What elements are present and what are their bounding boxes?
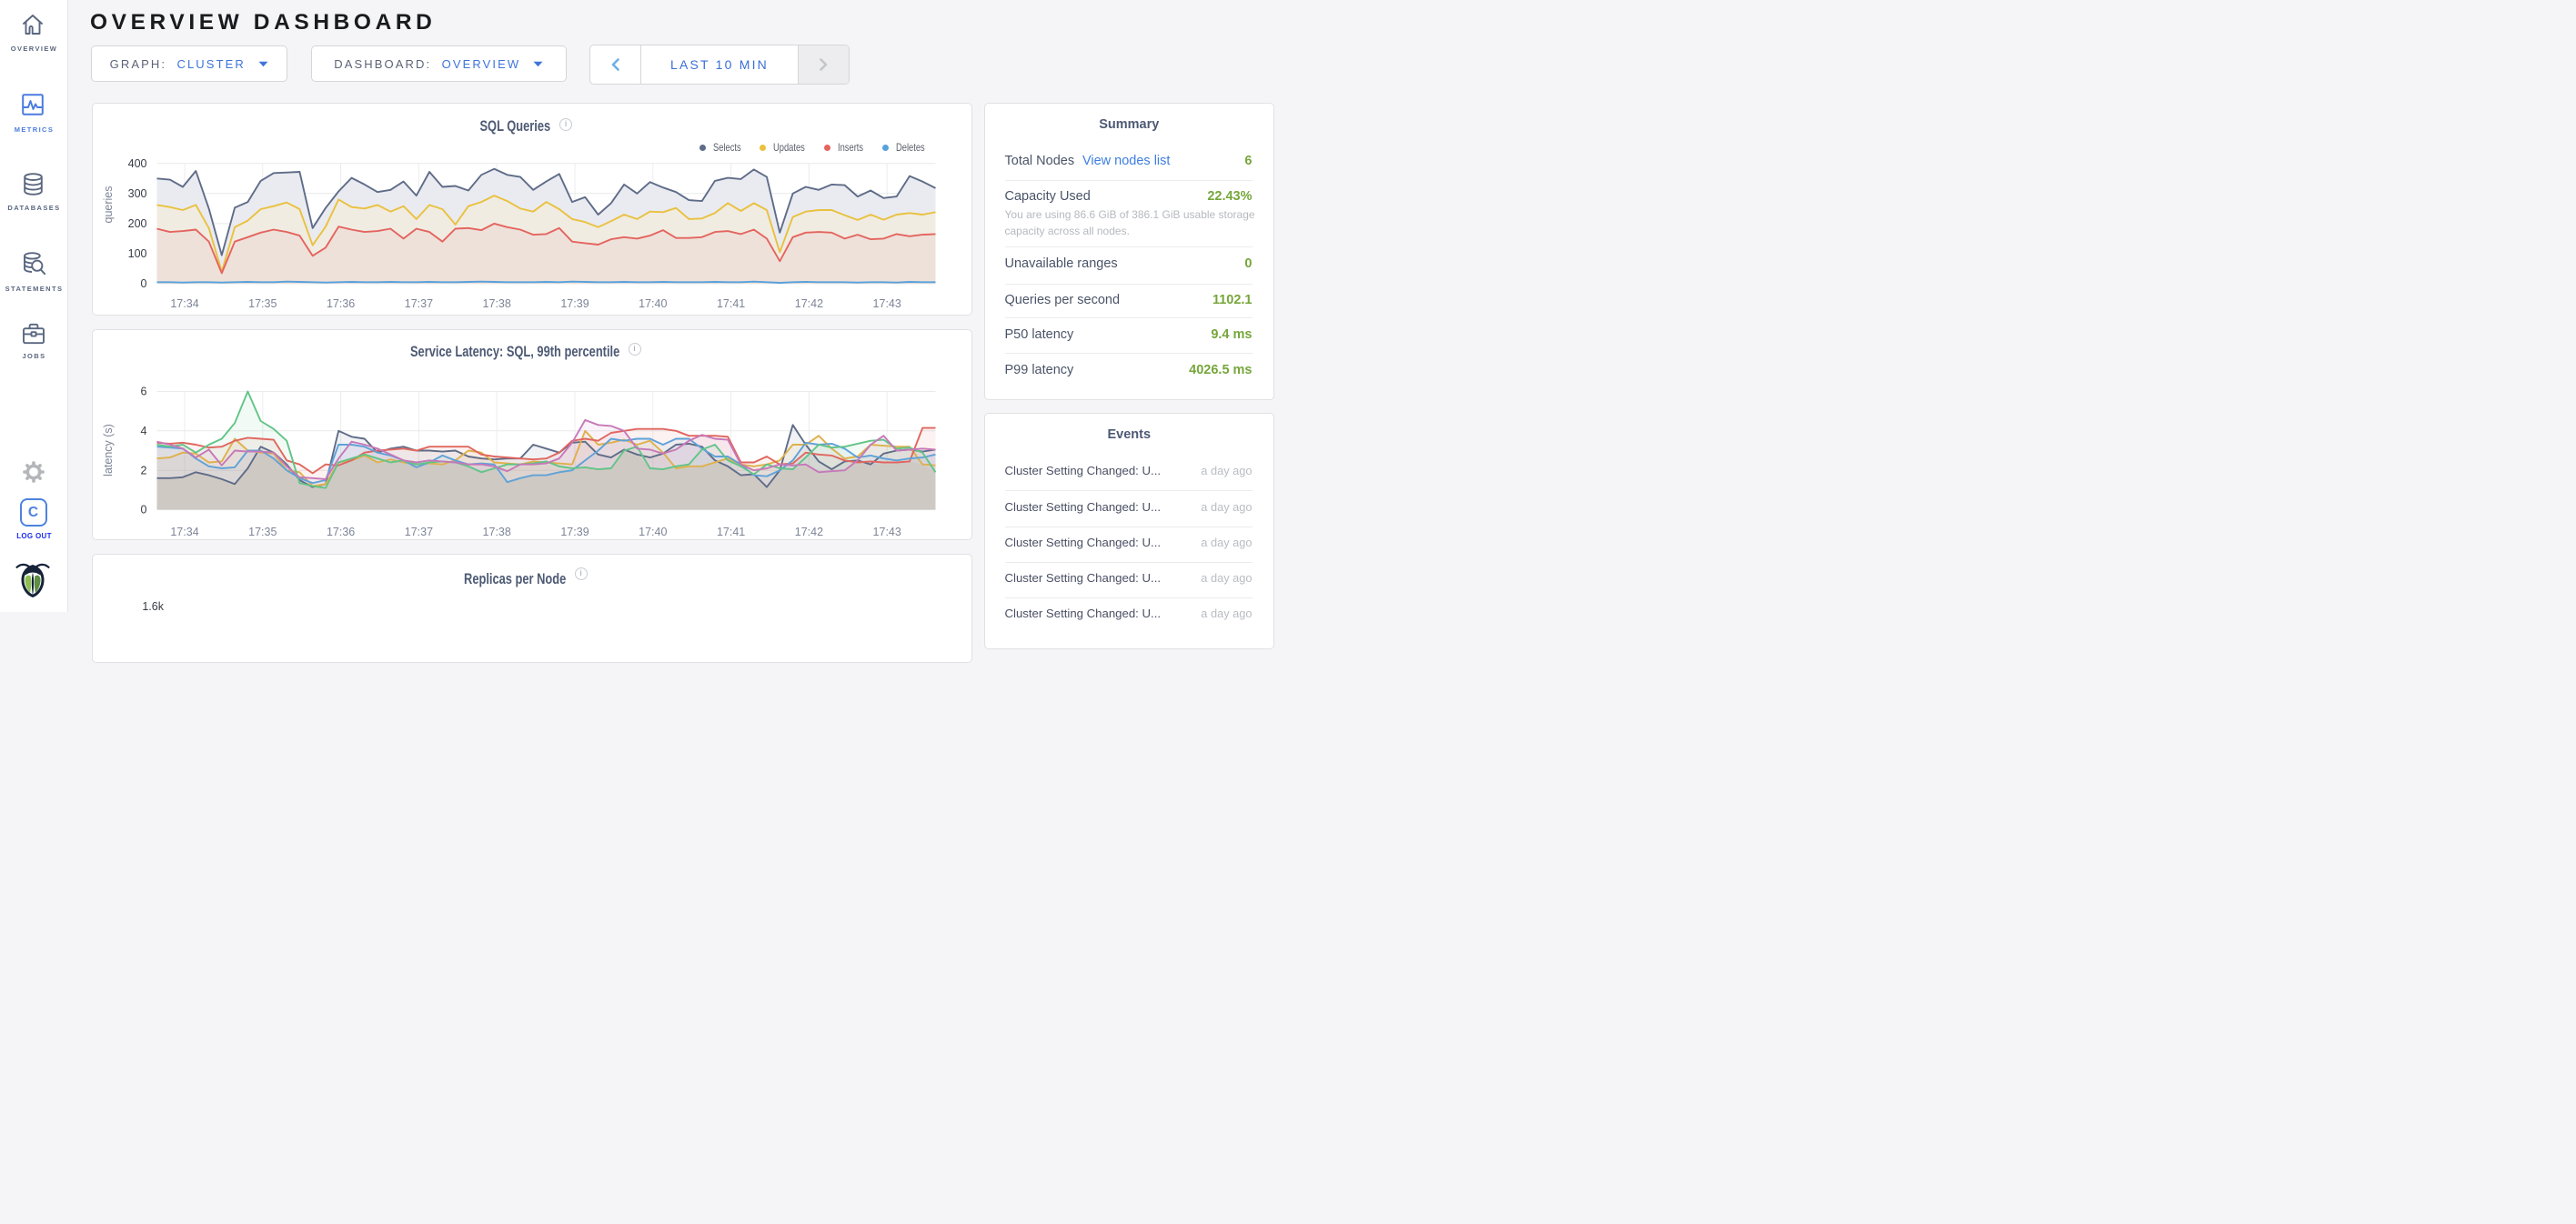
svg-text:17:34: 17:34 — [170, 297, 198, 310]
svg-text:0: 0 — [140, 503, 146, 516]
svg-text:17:39: 17:39 — [560, 526, 589, 538]
svg-text:17:37: 17:37 — [404, 526, 432, 538]
svg-text:17:36: 17:36 — [326, 297, 354, 310]
svg-text:latency (s): latency (s) — [102, 424, 115, 477]
svg-text:17:35: 17:35 — [248, 297, 277, 310]
svg-text:17:42: 17:42 — [794, 526, 822, 538]
svg-text:2: 2 — [140, 464, 146, 477]
svg-text:17:35: 17:35 — [248, 526, 277, 538]
svg-text:17:43: 17:43 — [872, 297, 901, 310]
svg-text:17:36: 17:36 — [326, 526, 354, 538]
svg-text:17:40: 17:40 — [639, 526, 667, 538]
svg-text:6: 6 — [140, 385, 146, 397]
svg-text:0: 0 — [140, 277, 146, 290]
svg-text:17:43: 17:43 — [872, 526, 901, 538]
svg-text:17:42: 17:42 — [794, 297, 822, 310]
svg-text:17:38: 17:38 — [482, 297, 510, 310]
svg-text:300: 300 — [127, 187, 146, 200]
svg-text:17:34: 17:34 — [170, 526, 198, 538]
svg-text:400: 400 — [127, 157, 146, 170]
svg-text:17:41: 17:41 — [716, 297, 744, 310]
svg-text:200: 200 — [127, 217, 146, 230]
svg-text:100: 100 — [127, 247, 146, 260]
svg-text:17:40: 17:40 — [639, 297, 667, 310]
svg-text:17:41: 17:41 — [716, 526, 744, 538]
svg-text:17:37: 17:37 — [404, 297, 432, 310]
svg-text:17:38: 17:38 — [482, 526, 510, 538]
svg-text:17:39: 17:39 — [560, 297, 589, 310]
svg-text:4: 4 — [140, 425, 146, 437]
svg-text:queries: queries — [102, 186, 115, 223]
